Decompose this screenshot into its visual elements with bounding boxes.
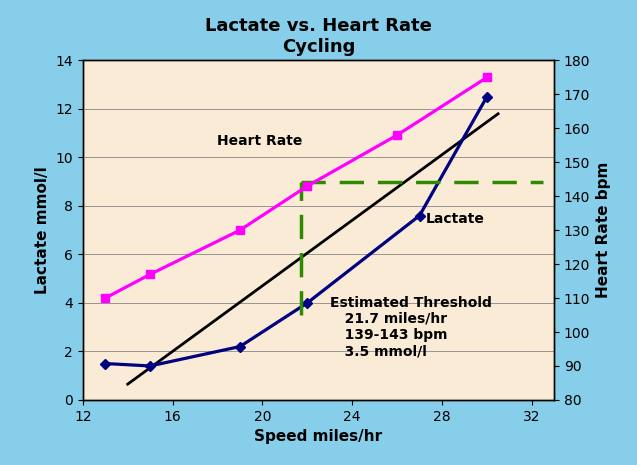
Title: Lactate vs. Heart Rate
Cycling: Lactate vs. Heart Rate Cycling: [205, 17, 432, 56]
X-axis label: Speed miles/hr: Speed miles/hr: [254, 429, 383, 444]
Text: Estimated Threshold
   21.7 miles/hr
   139-143 bpm
   3.5 mmol/l: Estimated Threshold 21.7 miles/hr 139-14…: [330, 296, 492, 358]
Y-axis label: Heart Rate bpm: Heart Rate bpm: [596, 162, 611, 299]
Y-axis label: Lactate mmol/l: Lactate mmol/l: [35, 166, 50, 294]
Text: Lactate: Lactate: [426, 212, 485, 226]
Text: Heart Rate: Heart Rate: [217, 134, 303, 148]
